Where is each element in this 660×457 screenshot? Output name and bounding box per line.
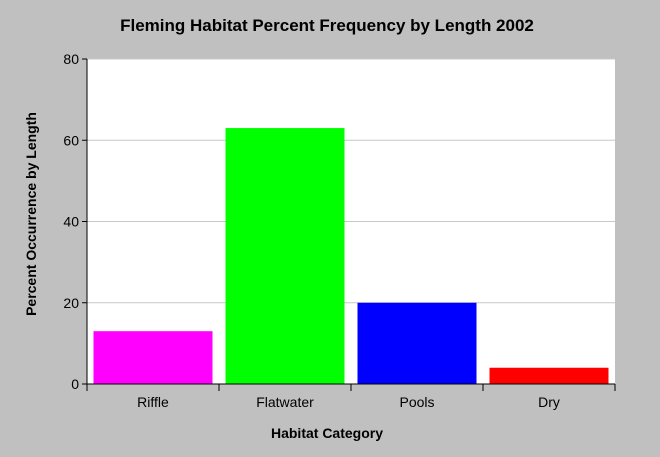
bar-layer <box>93 128 609 384</box>
y-axis-title: Percent Occurrence by Length <box>23 112 39 316</box>
bar-pools <box>357 302 477 384</box>
x-tick-label-flatwater: Flatwater <box>256 394 314 410</box>
bar-riffle <box>93 331 213 384</box>
y-tick-label-80: 80 <box>63 51 79 67</box>
x-tick-label-riffle: Riffle <box>137 394 169 410</box>
x-tick-label-pools: Pools <box>399 394 434 410</box>
y-tick-label-60: 60 <box>63 132 79 148</box>
y-tick-label-40: 40 <box>63 214 79 230</box>
y-tick-label-20: 20 <box>63 295 79 311</box>
y-tick-label-0: 0 <box>71 376 79 392</box>
y-tick-layer: 0 20 40 60 80 <box>63 51 87 392</box>
bar-flatwater <box>225 128 345 384</box>
x-axis-title: Habitat Category <box>271 425 383 441</box>
chart-title: Fleming Habitat Percent Frequency by Len… <box>120 16 534 35</box>
x-tick-label-dry: Dry <box>538 394 560 410</box>
x-tick-layer: Riffle Flatwater Pools Dry <box>86 384 616 410</box>
bar-dry <box>489 367 609 384</box>
grid-layer <box>87 58 615 304</box>
